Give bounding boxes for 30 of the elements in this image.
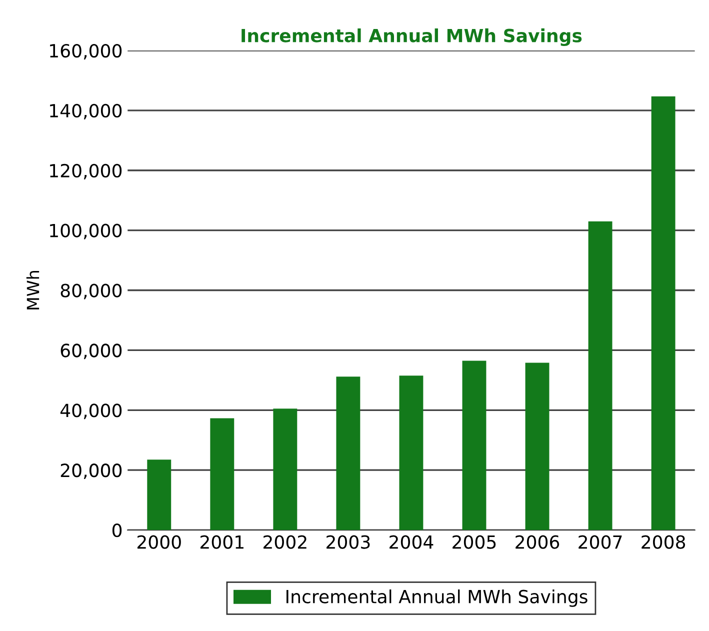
y-tick-label: 160,000 [50, 44, 122, 60]
x-tick-label: 2000 [137, 535, 181, 549]
y-tick-label: 100,000 [50, 224, 122, 240]
bar [651, 96, 676, 530]
x-tick-label: 2008 [642, 535, 686, 549]
legend-label: Incremental Annual MWh Savings [286, 589, 588, 607]
bar [462, 360, 486, 530]
x-tick-label: 2004 [390, 535, 434, 549]
y-tick-label: 140,000 [50, 104, 122, 120]
y-tick-label: 20,000 [60, 464, 122, 480]
x-tick-label: 2003 [326, 535, 370, 549]
y-tick-label: 120,000 [50, 164, 122, 180]
y-tick-label: 80,000 [60, 284, 122, 300]
bar [399, 376, 424, 530]
bar [210, 418, 234, 530]
bar [273, 408, 298, 530]
bar [588, 221, 612, 530]
chart-title: Incremental Annual MWh Savings [242, 28, 582, 46]
bar [525, 362, 550, 530]
x-tick-label: 2002 [264, 535, 306, 549]
x-tick-label: 2007 [578, 535, 622, 549]
y-axis-title: MWh [26, 270, 40, 310]
y-tick-label: 60,000 [60, 344, 122, 360]
bar [336, 376, 360, 530]
y-tick-label: 40,000 [60, 404, 122, 420]
y-tick-label: 0 [112, 524, 122, 538]
bar [147, 460, 172, 530]
x-tick-label: 2006 [516, 535, 560, 549]
x-tick-label: 2005 [452, 535, 496, 549]
x-tick-label: 2001 [200, 535, 244, 549]
